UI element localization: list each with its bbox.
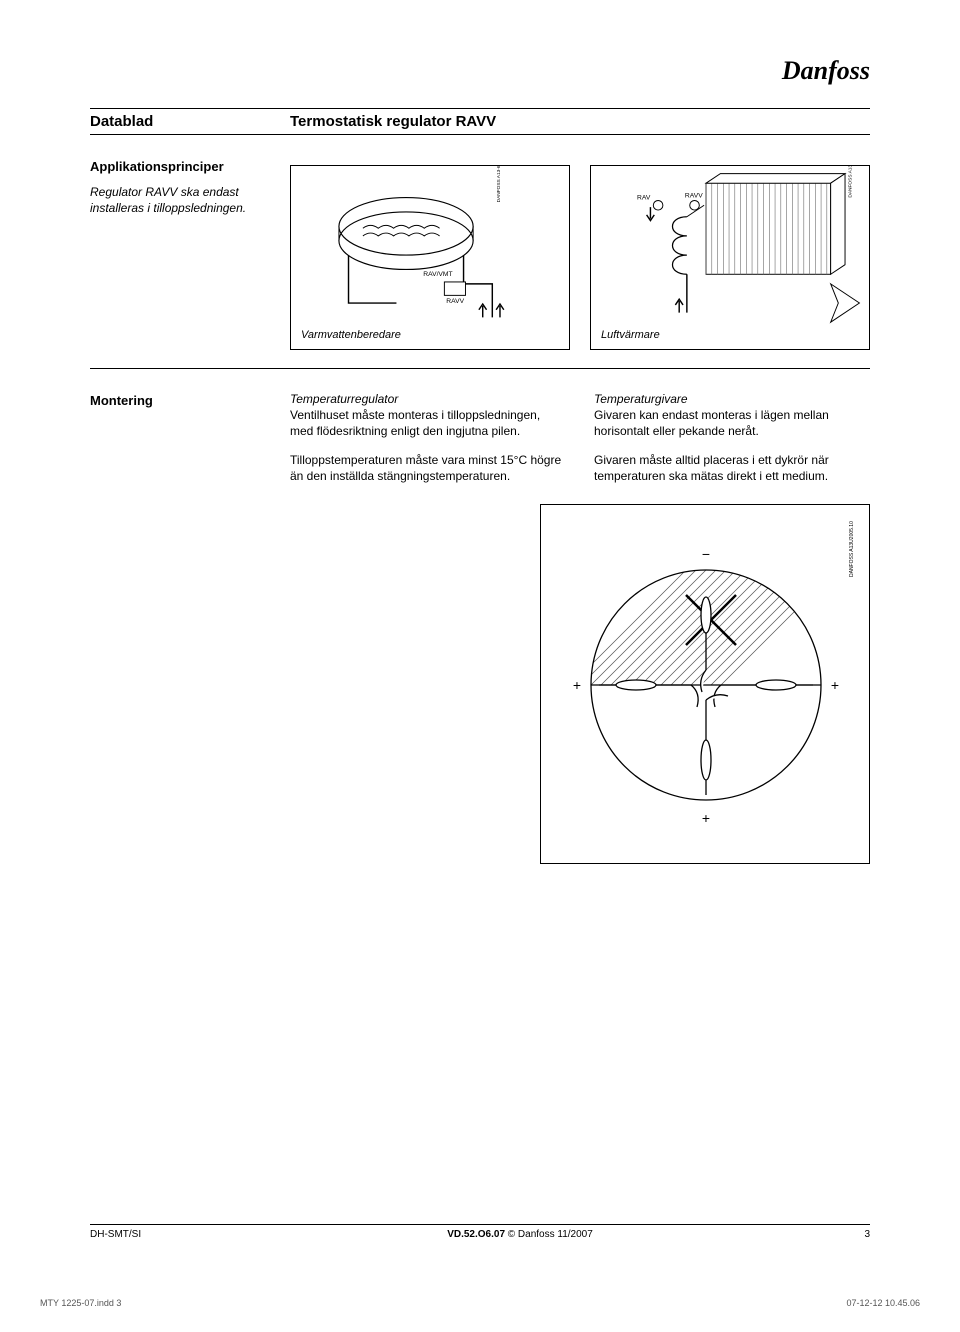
- right-p2: Givaren måste alltid placeras i ett dykr…: [594, 453, 829, 483]
- footer-copyright: © Danfoss 11/2007: [505, 1229, 593, 1240]
- mounting-left-col: Temperaturregulator Ventilhuset måste mo…: [290, 391, 566, 484]
- orient-code: DANFOSS A13U2005.10: [849, 521, 855, 577]
- right-title: Temperaturgivare: [594, 392, 688, 406]
- section-label-principles: Applikationsprinciper Regulator RAVV ska…: [90, 157, 290, 216]
- figure-air-heater-caption: Luftvärmare: [601, 328, 660, 343]
- footer-doc-id: VD.52.O6.07: [447, 1229, 505, 1240]
- orient-plus-bottom: +: [702, 810, 710, 826]
- section-label-mounting: Montering: [90, 391, 290, 408]
- svg-text:RAV: RAV: [637, 195, 651, 202]
- footer-page-number: 3: [830, 1229, 870, 1240]
- header: Datablad Termostatisk regulator RAVV: [90, 108, 870, 135]
- divider: [90, 368, 870, 369]
- header-right: Termostatisk regulator RAVV: [290, 113, 496, 130]
- right-p1: Givaren kan endast monteras i lägen mell…: [594, 408, 829, 438]
- section-mounting: Montering Temperaturregulator Ventilhuse…: [90, 391, 870, 864]
- orient-plus-right: +: [831, 677, 839, 693]
- orient-plus-left: +: [573, 677, 581, 693]
- svg-text:RAVV: RAVV: [685, 193, 703, 200]
- imprint-right: 07-12-12 10.45.06: [846, 1298, 920, 1308]
- svg-text:DANFOSS A13-645.15: DANFOSS A13-645.15: [848, 166, 854, 198]
- brand-logo: Danfoss: [782, 56, 870, 86]
- figure-air-heater: RAV RAVV DANFOSS A13-645.15 Luftvärmare: [590, 165, 870, 350]
- left-p1: Ventilhuset måste monteras i tilloppsled…: [290, 408, 540, 438]
- imprint-left: MTY 1225-07.indd 3: [40, 1298, 121, 1308]
- figure-water-heater: DANFOSS A13-644.15 RAV/VMT RAVV Varmvatt…: [290, 165, 570, 350]
- fig1-label-tank: RAV/VMT: [423, 271, 452, 278]
- footer: DH-SMT/SI VD.52.O6.07 © Danfoss 11/2007 …: [90, 1224, 870, 1240]
- fig1-label-valve: RAVV: [446, 298, 464, 305]
- figure-water-heater-caption: Varmvattenberedare: [301, 328, 401, 343]
- footer-center: VD.52.O6.07 © Danfoss 11/2007: [210, 1229, 830, 1240]
- left-p2: Tilloppstemperaturen måste vara minst 15…: [290, 453, 561, 483]
- imprint: MTY 1225-07.indd 3 07-12-12 10.45.06: [40, 1298, 920, 1308]
- header-left: Datablad: [90, 113, 290, 130]
- principles-body: Regulator RAVV ska endast installeras i …: [90, 184, 290, 216]
- principles-heading: Applikationsprinciper: [90, 159, 290, 174]
- fig1-code: DANFOSS A13-644.15: [496, 166, 502, 202]
- orient-minus: −: [702, 546, 710, 562]
- left-title: Temperaturregulator: [290, 392, 398, 406]
- figure-orientation: − + + + DANFOSS A13U2005.10: [540, 504, 870, 864]
- section-principles: Applikationsprinciper Regulator RAVV ska…: [90, 157, 870, 350]
- mounting-right-col: Temperaturgivare Givaren kan endast mont…: [594, 391, 870, 484]
- footer-left: DH-SMT/SI: [90, 1229, 210, 1240]
